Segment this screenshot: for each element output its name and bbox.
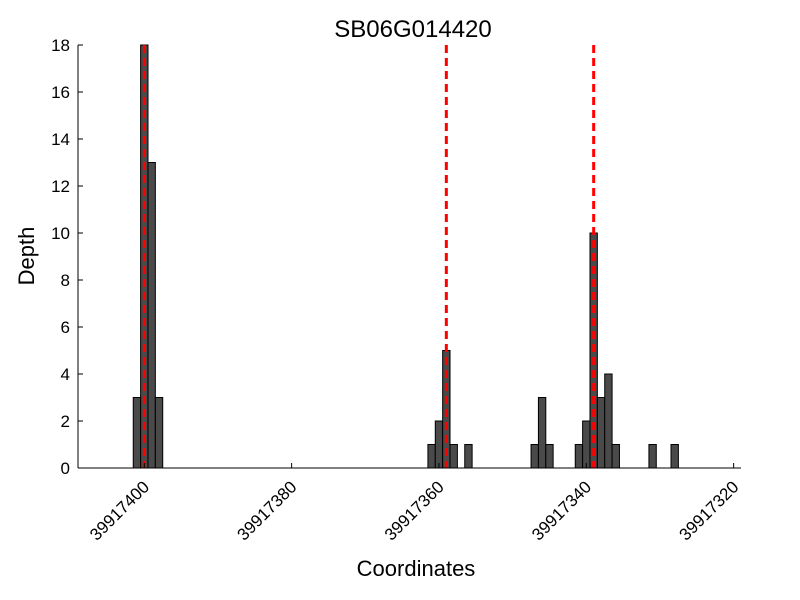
x-tick-label-3: 39917340 <box>528 477 595 544</box>
bar-13 <box>582 420 591 469</box>
y-tick-label-8: 16 <box>51 83 70 102</box>
chart-title: SB06G014420 <box>334 16 491 43</box>
plot-area: 0 2 4 6 8 10 12 14 16 18 39917400 39917380 39917360 3… <box>51 36 742 544</box>
y-tick-label-0: 0 <box>61 459 70 478</box>
bar-5 <box>434 420 444 469</box>
y-tick-label-1: 2 <box>61 412 70 431</box>
bar-11 <box>545 444 554 469</box>
bar-10 <box>537 397 547 469</box>
bar-12 <box>574 444 584 469</box>
bar-8 <box>464 444 473 469</box>
bar-0 <box>132 397 142 469</box>
bar-16 <box>604 373 613 469</box>
y-tick-label-4: 8 <box>61 271 70 290</box>
y-tick-label-6: 12 <box>51 177 70 196</box>
y-tick-label-5: 10 <box>51 224 70 243</box>
bar-15 <box>596 397 606 469</box>
y-tick-label-2: 4 <box>61 365 70 384</box>
bar-19 <box>670 444 679 469</box>
bar-3 <box>154 397 164 469</box>
bar-4 <box>427 444 436 469</box>
x-tick-label-4: 39917320 <box>676 477 743 544</box>
y-tick-label-9: 18 <box>51 36 70 55</box>
bar-9 <box>530 444 539 469</box>
x-tick-label-1: 39917380 <box>234 477 301 544</box>
bar-17 <box>611 444 620 469</box>
y-tick-label-3: 6 <box>61 318 70 337</box>
x-tick-label-0: 39917400 <box>86 477 153 544</box>
bar-18 <box>648 444 657 469</box>
y-axis-label: Depth <box>14 227 39 286</box>
bar-2 <box>147 162 156 469</box>
bar-7 <box>449 444 458 469</box>
x-tick-label-2: 39917360 <box>381 477 448 544</box>
y-tick-label-7: 14 <box>51 130 70 149</box>
x-axis-label: Coordinates <box>357 556 476 581</box>
